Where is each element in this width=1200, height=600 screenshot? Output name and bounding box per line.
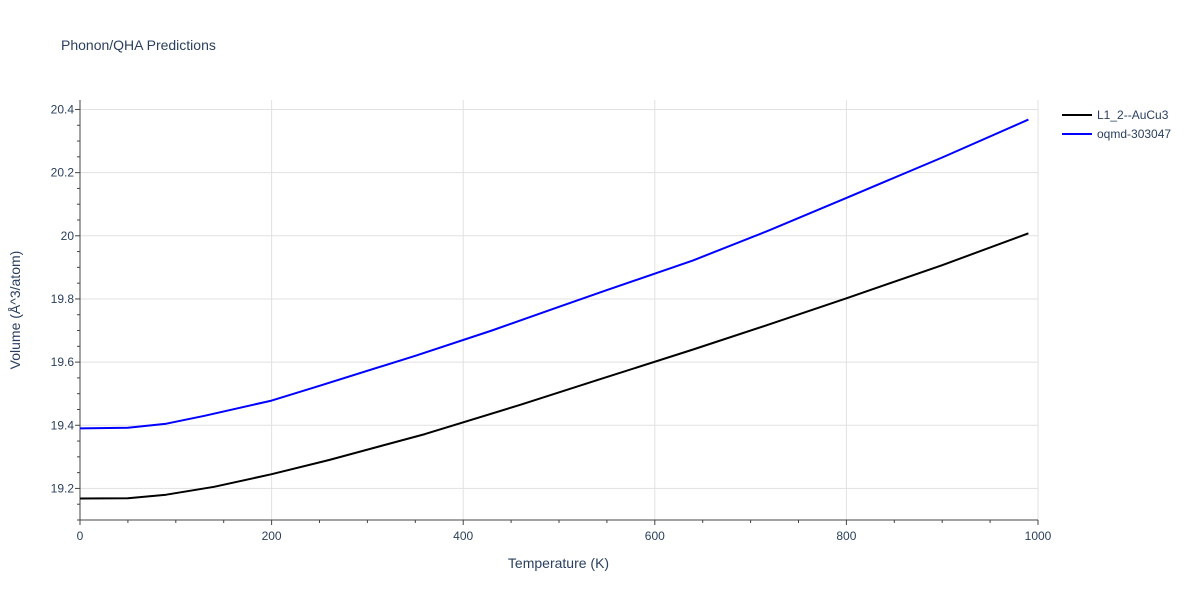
x-tick-label: 0 bbox=[77, 529, 84, 543]
series-line-1[interactable] bbox=[79, 232, 1029, 500]
chart-title: Phonon/QHA Predictions bbox=[61, 37, 216, 53]
legend[interactable]: L1_2--AuCu3 oqmd-303047 bbox=[1062, 108, 1171, 141]
series-line-2[interactable] bbox=[79, 118, 1029, 430]
x-tick-label: 800 bbox=[836, 529, 856, 543]
legend-item[interactable]: oqmd-303047 bbox=[1062, 127, 1171, 141]
legend-label: oqmd-303047 bbox=[1097, 127, 1171, 141]
series-layer bbox=[79, 118, 1029, 500]
y-tick-labels: 19.2 19.4 19.6 19.8 20 20.2 20.4 bbox=[51, 102, 75, 495]
y-tick-label: 20.2 bbox=[51, 166, 75, 180]
x-tick-label: 200 bbox=[262, 529, 282, 543]
legend-label: L1_2--AuCu3 bbox=[1097, 108, 1169, 122]
y-tick-label: 20 bbox=[61, 229, 75, 243]
y-tick-label: 20.4 bbox=[51, 102, 75, 116]
x-axis-title: Temperature (K) bbox=[508, 555, 609, 571]
x-gridlines bbox=[271, 100, 1039, 520]
x-tick-label: 400 bbox=[453, 529, 473, 543]
x-tick-label: 1000 bbox=[1025, 529, 1052, 543]
y-tick-label: 19.6 bbox=[51, 355, 75, 369]
legend-item[interactable]: L1_2--AuCu3 bbox=[1062, 108, 1169, 122]
axis-lines bbox=[75, 100, 1039, 525]
y-gridlines bbox=[80, 108, 1038, 489]
x-tick-labels: 0 200 400 600 800 1000 bbox=[77, 529, 1052, 543]
y-tick-label: 19.4 bbox=[51, 418, 75, 432]
x-tick-label: 600 bbox=[645, 529, 665, 543]
y-tick-label: 19.2 bbox=[51, 481, 75, 495]
y-tick-label: 19.8 bbox=[51, 292, 75, 306]
y-axis-title: Volume (Å^3/atom) bbox=[7, 251, 23, 370]
